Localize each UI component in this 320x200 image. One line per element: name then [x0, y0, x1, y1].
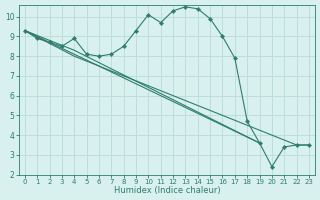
X-axis label: Humidex (Indice chaleur): Humidex (Indice chaleur): [114, 186, 220, 195]
